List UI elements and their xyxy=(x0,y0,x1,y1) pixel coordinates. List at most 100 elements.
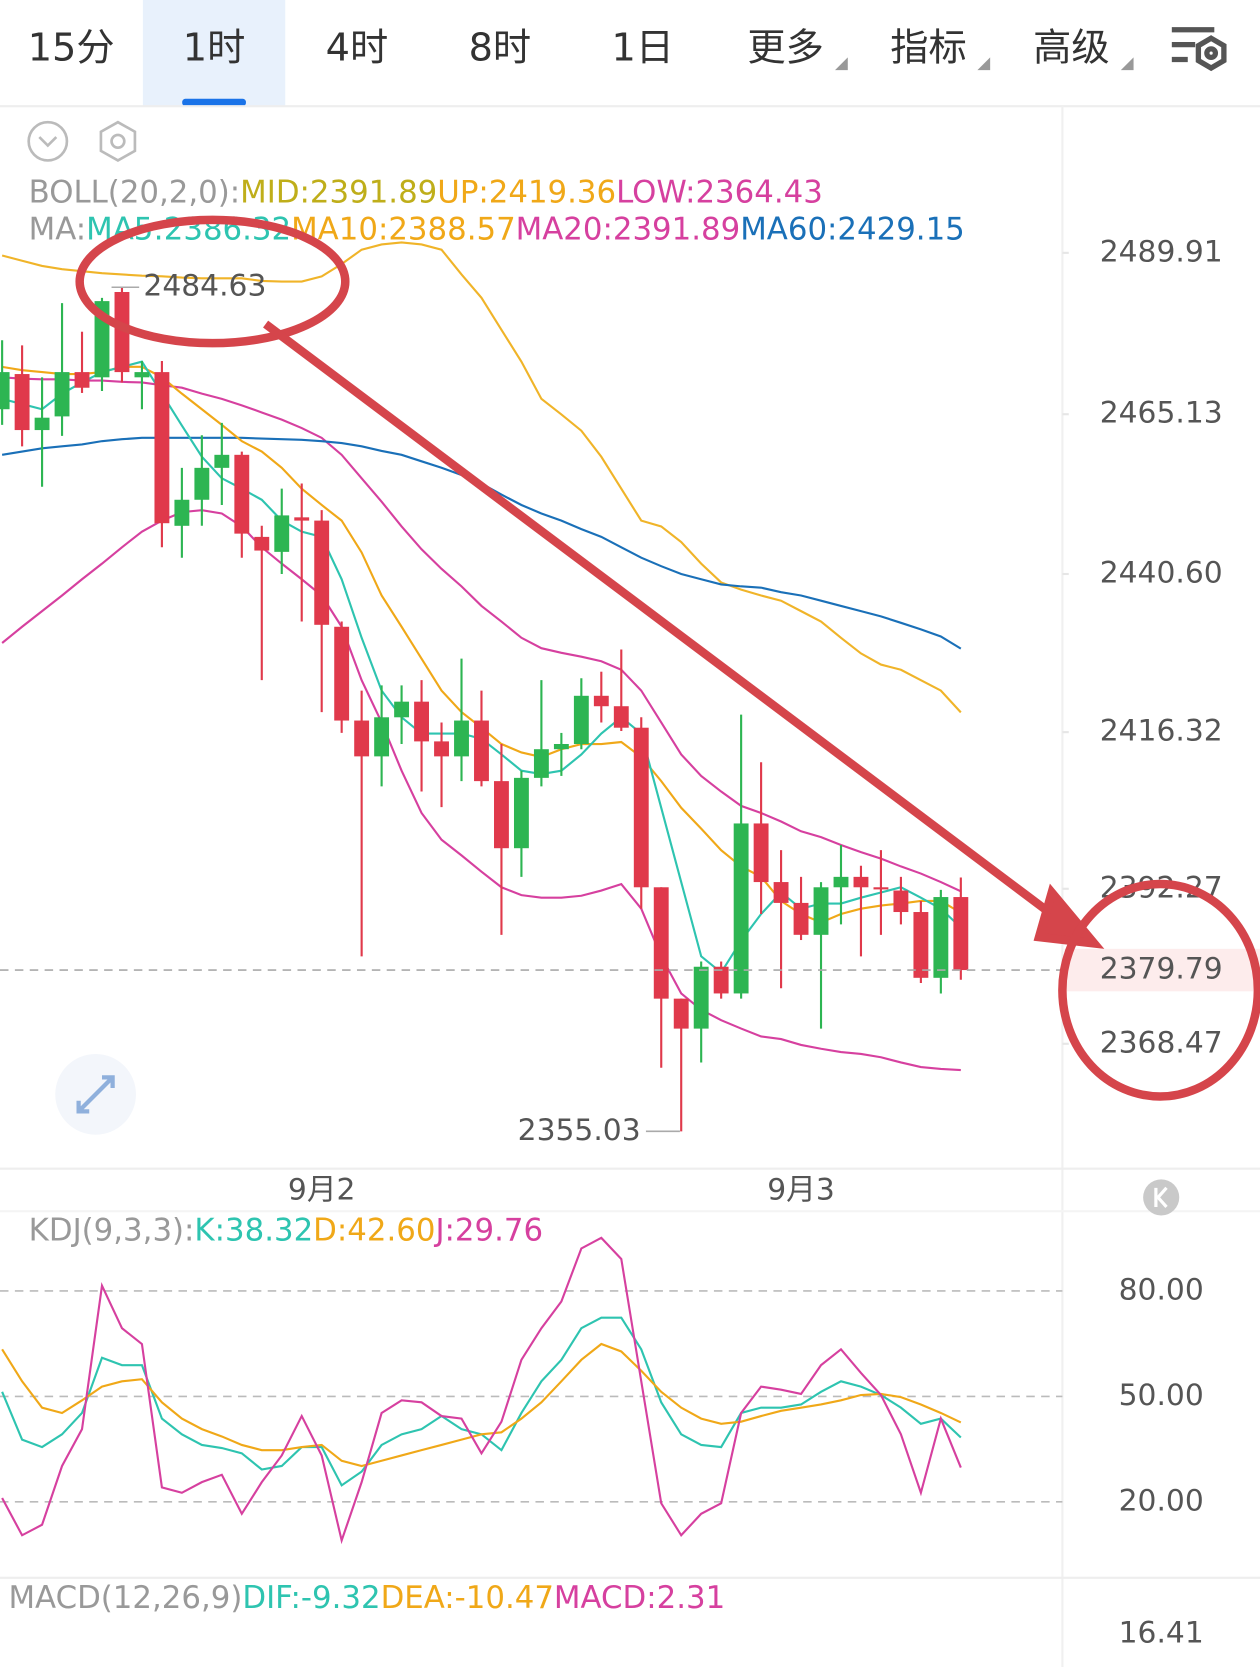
candle-body xyxy=(54,372,70,417)
last-price-label: 2379.79 xyxy=(1100,952,1223,987)
candle-body xyxy=(653,887,669,999)
candle-body xyxy=(234,454,250,534)
tab[interactable]: 更多 xyxy=(747,26,823,70)
kdj-line xyxy=(1,1342,962,1468)
y-tick-label: 2368.47 xyxy=(1100,1025,1223,1060)
candle-body xyxy=(34,417,50,431)
y-tick-label: 20.00 xyxy=(1119,1483,1204,1518)
last-price-tag xyxy=(1064,948,1260,992)
candle-body xyxy=(853,876,869,888)
timeframe-tabs: 15分 1时 4时 8时 1日 更多 指标 高级 xyxy=(28,0,1110,107)
settings-icon[interactable] xyxy=(1171,27,1227,72)
candle-body xyxy=(434,741,449,757)
dropdown-caret xyxy=(1120,57,1134,71)
candle-body xyxy=(134,372,150,378)
legend-item: UP:2419.36 xyxy=(437,174,616,210)
candle-body xyxy=(454,720,469,757)
legend-item: MACD:2.31 xyxy=(554,1580,725,1616)
candle-body xyxy=(474,720,489,782)
candle-body xyxy=(194,467,210,500)
candle-body xyxy=(354,720,370,757)
candle-body xyxy=(793,902,809,935)
scroll-to-latest-button[interactable] xyxy=(1143,1179,1180,1216)
legend-item: LOW:2364.43 xyxy=(616,174,823,210)
candle-body xyxy=(533,749,549,778)
active-tab-indicator xyxy=(182,98,246,107)
expand-button[interactable] xyxy=(55,1053,136,1135)
tab[interactable]: 8时 xyxy=(469,26,532,70)
candle-body xyxy=(593,695,609,707)
candle-body xyxy=(733,823,749,994)
candle-body xyxy=(274,515,290,552)
legend: KDJ(9,3,3):K:38.32D:42.60J:29.76 xyxy=(29,1212,543,1248)
legend: MACD(12,26,9)DIF:-9.32DEA:-10.47MACD:2.3… xyxy=(8,1580,725,1616)
y-tick-label: 50.00 xyxy=(1119,1378,1204,1413)
legend-item: MACD(12,26,9) xyxy=(8,1580,242,1616)
tab[interactable]: 1日 xyxy=(611,26,674,70)
candle-body xyxy=(174,499,190,526)
legend-item: MID:2391.89 xyxy=(240,174,437,210)
candle-body xyxy=(613,706,629,728)
legend-item: MA10:2388.57 xyxy=(291,211,516,247)
legend: BOLL(20,2,0):MID:2391.89UP:2419.36LOW:23… xyxy=(29,174,823,210)
candle-body xyxy=(14,374,30,431)
legend-item: DIF:-9.32 xyxy=(242,1580,380,1616)
tab[interactable]: 1时 xyxy=(183,26,246,70)
candle-body xyxy=(693,966,709,1029)
plots: 2489.912465.132440.602416.322392.272368.… xyxy=(0,174,1260,1616)
legend: MA:MA5:2386.32MA10:2388.57MA20:2391.89MA… xyxy=(29,211,965,247)
candle-body xyxy=(74,372,90,388)
legend-item: DEA:-10.47 xyxy=(381,1580,554,1616)
legend-item: BOLL(20,2,0): xyxy=(29,174,241,210)
candle-body xyxy=(933,897,949,978)
candle-body xyxy=(813,887,829,935)
legend-item: D:42.60 xyxy=(313,1212,435,1248)
collapse-icon[interactable] xyxy=(27,120,69,162)
low-label: 2355.03 xyxy=(518,1113,641,1148)
candle-body xyxy=(254,536,270,551)
candle-body xyxy=(294,517,310,521)
macd-tick-label: 16.41 xyxy=(1119,1616,1204,1651)
candle-body xyxy=(334,626,350,721)
candle-body xyxy=(553,743,569,750)
y-tick-label: 2465.13 xyxy=(1100,396,1223,431)
indicator-settings-icon[interactable] xyxy=(99,120,137,162)
x-tick-label: 9月3 xyxy=(767,1173,835,1208)
annotation-marks xyxy=(75,215,1260,1101)
tab[interactable]: 指标 xyxy=(890,26,966,70)
high-label: 2484.63 xyxy=(143,269,266,304)
candle-body xyxy=(953,897,969,971)
candle-body xyxy=(394,701,410,718)
candle-body xyxy=(0,372,10,410)
candle-body xyxy=(913,912,929,978)
candle-body xyxy=(833,876,849,888)
y-tick-label: 80.00 xyxy=(1119,1272,1204,1307)
candle-body xyxy=(753,823,769,883)
tab[interactable]: 高级 xyxy=(1033,26,1109,70)
x-tick-label: 9月2 xyxy=(288,1173,356,1208)
candle-body xyxy=(713,966,729,994)
candle-body xyxy=(893,890,909,913)
active-tab-bg xyxy=(142,0,286,107)
candle-body xyxy=(114,291,130,373)
legend-item: J:29.76 xyxy=(433,1212,543,1248)
candle-body xyxy=(494,781,509,849)
tab[interactable]: 15分 xyxy=(28,26,115,70)
candle-body xyxy=(673,998,689,1029)
y-tick-label: 2489.91 xyxy=(1100,234,1223,269)
kdj-line xyxy=(1,1236,962,1545)
legend-item: MA60:2429.15 xyxy=(740,211,965,247)
candle-body xyxy=(154,372,170,524)
candle-body xyxy=(214,454,230,468)
candle-body xyxy=(873,887,889,890)
y-tick-label: 2440.60 xyxy=(1100,556,1223,591)
tab[interactable]: 4时 xyxy=(326,26,389,70)
candle-body xyxy=(773,882,789,903)
indicator-line xyxy=(1,241,962,714)
candle-body xyxy=(374,717,390,757)
legend-item: MA: xyxy=(29,211,86,247)
legend-item: KDJ(9,3,3): xyxy=(29,1212,195,1248)
